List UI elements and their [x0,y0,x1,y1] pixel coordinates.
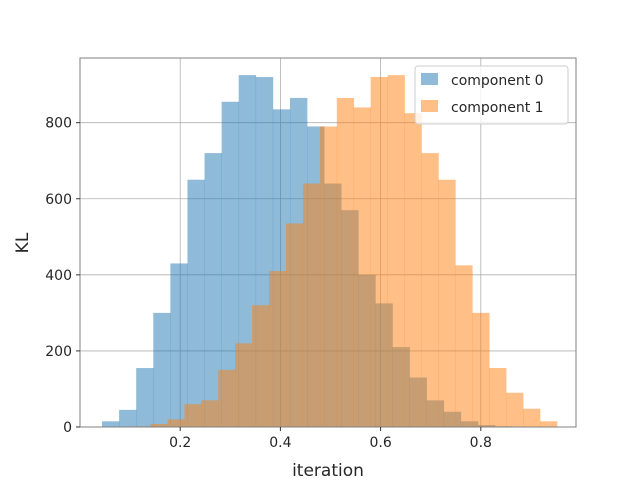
histogram-bar-component-0 [238,75,257,427]
histogram-bar-component-0 [221,101,240,427]
histogram-bar-component-1 [455,265,473,427]
histogram-bar-component-1 [167,419,185,427]
histogram-bar-component-1 [506,392,524,427]
histogram-bar-component-1 [353,107,371,427]
histogram-bar-component-0 [119,409,137,427]
histogram-bar-component-0 [204,153,222,427]
histogram-bar-component-1 [235,343,253,427]
histogram-bars [102,75,558,428]
histogram-bar-component-1 [218,369,236,427]
histogram-bar-component-1 [489,368,507,427]
legend-swatch-component-0 [421,73,438,85]
histogram-bar-component-1 [286,223,304,427]
y-tick-label: 0 [63,420,72,436]
histogram-bar-component-0 [153,312,171,427]
histogram-bar-component-0 [102,421,120,427]
y-tick-label: 200 [45,344,72,360]
legend-frame [414,65,569,125]
histogram-bar-component-1 [252,305,270,427]
histogram-bar-component-0 [170,263,188,427]
plot-frame [79,57,577,428]
histogram-bar-component-1 [370,77,388,427]
histogram-bar-component-1 [336,97,355,427]
x-tick-label: 0.4 [269,435,291,451]
histogram-bar-component-1 [387,75,405,427]
histogram-bar-component-1 [472,312,490,427]
histogram-bar-component-1 [302,183,321,427]
axis-ticks: 0.2 0.4 0.6 0.8 0 200 400 600 800 [45,116,492,451]
x-tick-label: 0.2 [169,435,191,451]
histogram-bar-component-1 [184,404,202,427]
legend-label-component-1: component 1 [451,100,544,116]
y-axis-label: KL [13,232,33,253]
y-tick-label: 600 [45,192,72,208]
y-tick-label: 400 [45,268,72,284]
legend: component 0 component 1 [414,65,569,125]
histogram-bar-component-1 [150,423,168,427]
legend-label-component-0: component 0 [451,73,544,89]
x-tick-label: 0.8 [470,435,492,451]
histogram-bar-component-0 [136,368,154,427]
histogram-bar-component-1 [421,153,439,427]
histogram-bar-component-1 [540,421,558,427]
y-tick-label: 800 [45,116,72,132]
x-tick-label: 0.6 [369,435,391,451]
x-axis-label: iteration [292,461,364,480]
histogram-bar-component-1 [319,126,338,427]
histogram-bar-component-1 [523,408,541,427]
legend-swatch-component-1 [421,100,438,112]
histogram-bar-component-1 [404,113,422,427]
histogram-bar-component-1 [438,179,456,427]
histogram-bar-component-0 [187,179,205,427]
histogram-bar-component-1 [201,400,219,427]
histogram-bar-component-1 [269,271,287,427]
